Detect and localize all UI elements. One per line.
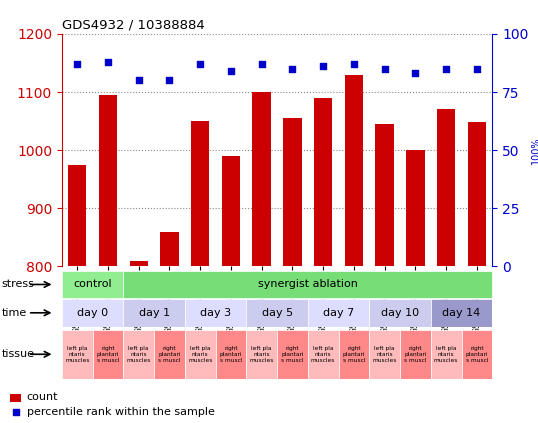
Bar <box>222 156 240 266</box>
Point <box>350 60 358 67</box>
Bar <box>93 330 123 379</box>
Point <box>11 409 20 416</box>
Text: day 0: day 0 <box>77 308 108 318</box>
Point <box>319 63 328 70</box>
Bar <box>437 110 455 266</box>
Bar <box>185 330 216 379</box>
Text: day 7: day 7 <box>323 308 354 318</box>
Text: left pla
ntaris
muscles: left pla ntaris muscles <box>372 346 397 363</box>
Bar <box>308 330 338 379</box>
Point <box>472 66 481 72</box>
Text: percentile rank within the sample: percentile rank within the sample <box>26 407 215 417</box>
Bar <box>369 299 431 327</box>
Point <box>134 77 143 84</box>
Bar <box>376 124 394 266</box>
Bar <box>246 330 277 379</box>
Bar <box>431 330 462 379</box>
Bar <box>154 330 185 379</box>
Bar <box>338 330 369 379</box>
Bar <box>400 330 431 379</box>
Bar <box>216 330 246 379</box>
Bar <box>123 330 154 379</box>
Bar <box>68 165 87 266</box>
Text: day 1: day 1 <box>139 308 169 318</box>
Text: right
plantari
s muscl: right plantari s muscl <box>281 346 303 363</box>
Bar <box>62 271 123 298</box>
Point <box>442 66 450 72</box>
Bar <box>160 232 179 266</box>
Bar <box>369 330 400 379</box>
Point <box>411 70 420 77</box>
Text: day 10: day 10 <box>381 308 419 318</box>
Bar <box>185 299 246 327</box>
Bar <box>246 299 308 327</box>
Bar <box>345 74 363 266</box>
Point <box>380 66 389 72</box>
Point <box>288 66 297 72</box>
Text: day 14: day 14 <box>442 308 480 318</box>
Text: left pla
ntaris
muscles: left pla ntaris muscles <box>434 346 458 363</box>
Text: GDS4932 / 10388884: GDS4932 / 10388884 <box>62 18 204 31</box>
Text: left pla
ntaris
muscles: left pla ntaris muscles <box>126 346 151 363</box>
Text: right
plantari
s muscl: right plantari s muscl <box>404 346 427 363</box>
Bar <box>308 299 369 327</box>
Text: right
plantari
s muscl: right plantari s muscl <box>220 346 242 363</box>
Point <box>196 60 204 67</box>
Point <box>226 68 235 74</box>
Bar <box>10 393 22 403</box>
Text: left pla
ntaris
muscles: left pla ntaris muscles <box>188 346 213 363</box>
Text: left pla
ntaris
muscles: left pla ntaris muscles <box>65 346 89 363</box>
Text: left pla
ntaris
muscles: left pla ntaris muscles <box>311 346 335 363</box>
Text: control: control <box>73 280 112 289</box>
Bar <box>62 330 93 379</box>
Point <box>257 60 266 67</box>
Text: right
plantari
s muscl: right plantari s muscl <box>97 346 119 363</box>
Bar <box>130 261 148 266</box>
Y-axis label: 100%: 100% <box>531 136 538 164</box>
Text: tissue: tissue <box>1 349 34 359</box>
Bar <box>62 299 123 327</box>
Text: right
plantari
s muscl: right plantari s muscl <box>466 346 488 363</box>
Text: time: time <box>1 308 26 318</box>
Text: count: count <box>26 393 58 402</box>
Bar <box>406 150 424 266</box>
Bar <box>191 121 209 266</box>
Bar <box>314 98 332 266</box>
Text: day 3: day 3 <box>200 308 231 318</box>
Text: synergist ablation: synergist ablation <box>258 280 358 289</box>
Point <box>104 58 112 65</box>
Bar <box>277 330 308 379</box>
Bar <box>468 122 486 266</box>
Text: day 5: day 5 <box>261 308 293 318</box>
Text: right
plantari
s muscl: right plantari s muscl <box>158 346 181 363</box>
Bar <box>283 118 302 266</box>
Text: left pla
ntaris
muscles: left pla ntaris muscles <box>250 346 274 363</box>
Bar <box>252 92 271 266</box>
Text: stress: stress <box>1 280 34 289</box>
Bar <box>99 95 117 266</box>
Point <box>73 60 82 67</box>
Point <box>165 77 174 84</box>
Bar <box>123 271 492 298</box>
Bar <box>431 299 492 327</box>
Bar <box>123 299 185 327</box>
Bar <box>462 330 492 379</box>
Text: right
plantari
s muscl: right plantari s muscl <box>343 346 365 363</box>
